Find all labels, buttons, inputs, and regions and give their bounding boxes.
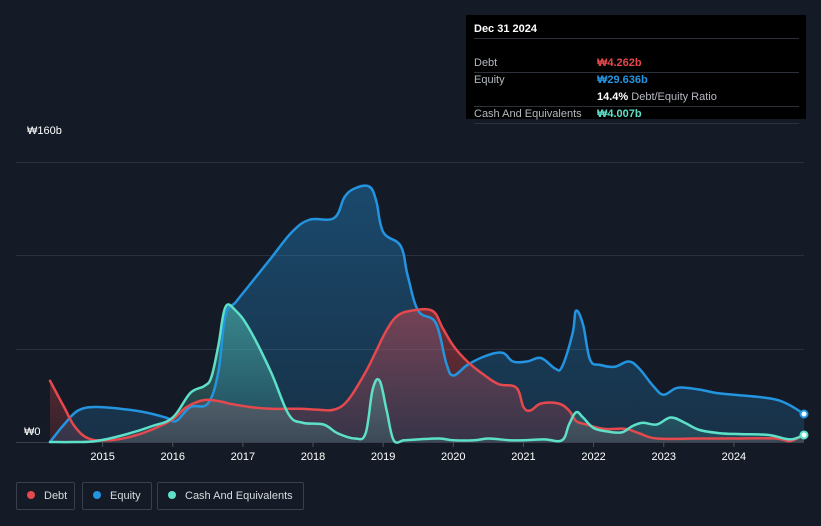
debt-line <box>48 307 806 443</box>
x-tick-label: 2023 <box>651 451 675 463</box>
x-tick-label: 2022 <box>581 451 605 463</box>
tooltip-debt-label: Debt <box>474 57 498 69</box>
x-tick-label: 2016 <box>161 451 185 463</box>
legend-debt[interactable]: Debt <box>16 482 75 510</box>
tooltip-cash-label: Cash And Equivalents <box>474 108 582 120</box>
x-tick-label: 2021 <box>511 451 535 463</box>
tooltip-equity-label: Equity <box>474 74 505 86</box>
series-lines <box>48 184 806 444</box>
tooltip-equity-row: Equity ₩29.636b <box>474 72 799 89</box>
x-axis-ticks: 2015 2016 2017 2018 2019 2020 2021 2022 2023 2024 <box>90 442 746 463</box>
equity-line <box>48 184 806 444</box>
debt-dot-icon <box>27 491 35 499</box>
cash-dot-icon <box>168 491 176 499</box>
x-tick-label: 2024 <box>722 451 746 463</box>
series-end-markers <box>799 409 809 440</box>
x-tick-label: 2018 <box>301 451 325 463</box>
tooltip-debt-row: Debt ₩4.262b <box>474 55 799 73</box>
equity-end-marker <box>799 409 809 419</box>
tooltip-debt-value: ₩4.262b <box>597 57 642 69</box>
tooltip-ratio-row: 14.4% Debt/Equity Ratio <box>474 89 799 107</box>
legend-cash-label: Cash And Equivalents <box>185 490 293 502</box>
legend-equity-label: Equity <box>110 490 141 502</box>
equity-dot-icon <box>93 491 101 499</box>
cash-line <box>48 303 806 444</box>
cash-area <box>50 304 804 443</box>
tooltip-cash-row: Cash And Equivalents ₩4.007b <box>474 106 799 124</box>
tooltip-cash-value: ₩4.007b <box>597 108 642 120</box>
tooltip-date: Dec 31 2024 <box>474 21 799 39</box>
x-tick-label: 2017 <box>231 451 255 463</box>
series-areas <box>50 185 804 443</box>
x-tick-label: 2019 <box>371 451 395 463</box>
tooltip-ratio-value: 14.4% <box>597 91 629 103</box>
grid-lines <box>16 162 804 443</box>
legend-cash[interactable]: Cash And Equivalents <box>157 482 304 510</box>
cash-end-marker <box>799 430 809 440</box>
x-tick-label: 2015 <box>90 451 114 463</box>
data-tooltip: Dec 31 2024 Debt ₩4.262b Equity ₩29.636b… <box>466 15 806 124</box>
legend-debt-label: Debt <box>44 490 68 502</box>
y-axis-top-label: ₩160b <box>27 125 62 137</box>
tooltip-ratio-label: Debt/Equity Ratio <box>631 91 717 103</box>
legend-equity[interactable]: Equity <box>82 482 152 510</box>
tooltip-equity-value: ₩29.636b <box>597 74 648 86</box>
y-axis-bottom-label: ₩0 <box>24 426 41 438</box>
x-tick-label: 2020 <box>441 451 465 463</box>
